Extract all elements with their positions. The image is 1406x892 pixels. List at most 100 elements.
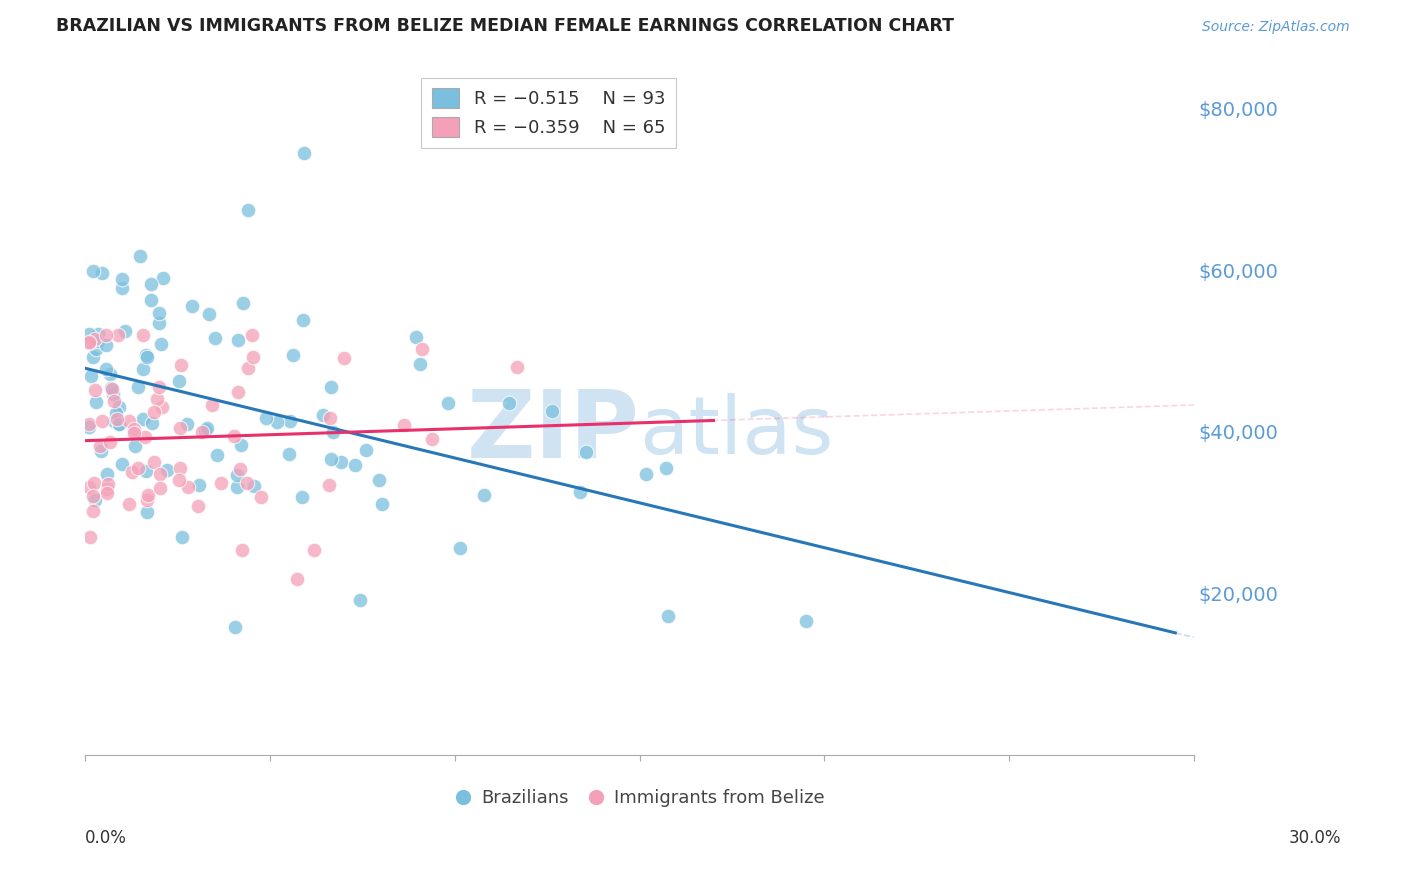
Point — [135, 464, 157, 478]
Point — [100, 380, 122, 394]
Point — [91, 414, 114, 428]
Point — [226, 480, 249, 494]
Point — [77, 335, 100, 350]
Point — [136, 350, 159, 364]
Point — [148, 306, 170, 320]
Point — [139, 293, 162, 307]
Point — [148, 380, 170, 394]
Point — [343, 458, 366, 472]
Point — [291, 490, 314, 504]
Point — [124, 422, 146, 436]
Point — [167, 473, 190, 487]
Point — [568, 485, 591, 500]
Point — [136, 487, 159, 501]
Point — [180, 299, 202, 313]
Point — [188, 478, 211, 492]
Point — [226, 384, 249, 399]
Point — [322, 425, 344, 439]
Point — [205, 448, 228, 462]
Point — [356, 443, 378, 458]
Point — [96, 486, 118, 500]
Point — [240, 328, 263, 343]
Point — [250, 490, 273, 504]
Point — [143, 404, 166, 418]
Point — [224, 429, 246, 443]
Point — [195, 421, 218, 435]
Point — [98, 435, 121, 450]
Point — [129, 249, 152, 263]
Point — [449, 541, 471, 556]
Point — [96, 467, 118, 482]
Point — [97, 477, 120, 491]
Text: atlas: atlas — [640, 393, 834, 471]
Point — [231, 543, 253, 558]
Point — [127, 380, 149, 394]
Point — [141, 416, 163, 430]
Legend: Brazilians, Immigrants from Belize: Brazilians, Immigrants from Belize — [447, 782, 832, 814]
Text: 0.0%: 0.0% — [84, 829, 127, 847]
Point — [243, 479, 266, 493]
Point — [96, 362, 118, 376]
Text: ZIP: ZIP — [467, 386, 640, 478]
Point — [170, 358, 193, 372]
Point — [405, 330, 427, 344]
Point — [254, 410, 277, 425]
Point — [132, 412, 155, 426]
Point — [235, 476, 257, 491]
Point — [87, 326, 110, 341]
Point — [124, 439, 146, 453]
Point — [111, 458, 134, 472]
Point — [498, 395, 520, 409]
Point — [319, 452, 342, 467]
Point — [103, 414, 125, 428]
Point — [89, 439, 111, 453]
Point — [110, 271, 132, 285]
Point — [98, 367, 121, 381]
Point — [86, 342, 108, 356]
Point — [79, 530, 101, 544]
Point — [420, 433, 443, 447]
Point — [82, 504, 104, 518]
Point — [278, 414, 301, 428]
Point — [136, 492, 159, 507]
Point — [156, 463, 179, 477]
Point — [349, 592, 371, 607]
Point — [118, 414, 141, 428]
Point — [103, 393, 125, 408]
Point — [132, 328, 155, 343]
Point — [655, 460, 678, 475]
Point — [177, 480, 200, 494]
Point — [139, 277, 162, 291]
Point — [105, 412, 128, 426]
Point — [87, 334, 110, 348]
Point — [77, 480, 100, 494]
Point — [105, 406, 128, 420]
Point — [285, 572, 308, 586]
Point — [107, 400, 129, 414]
Point — [149, 467, 172, 481]
Point — [107, 328, 129, 343]
Point — [201, 398, 224, 412]
Point — [794, 614, 817, 628]
Point — [142, 455, 165, 469]
Point — [134, 430, 156, 444]
Point — [330, 455, 353, 469]
Point — [152, 270, 174, 285]
Point — [82, 350, 104, 364]
Point — [135, 347, 157, 361]
Point — [146, 392, 169, 407]
Point — [302, 543, 325, 558]
Point — [226, 333, 249, 347]
Point — [82, 264, 104, 278]
Point — [318, 410, 340, 425]
Point — [77, 326, 100, 341]
Point — [176, 417, 198, 431]
Point — [229, 438, 252, 452]
Point — [371, 497, 394, 511]
Point — [148, 316, 170, 330]
Point — [94, 338, 117, 352]
Point — [83, 383, 105, 397]
Point — [150, 336, 173, 351]
Point — [292, 146, 315, 161]
Point — [575, 445, 598, 459]
